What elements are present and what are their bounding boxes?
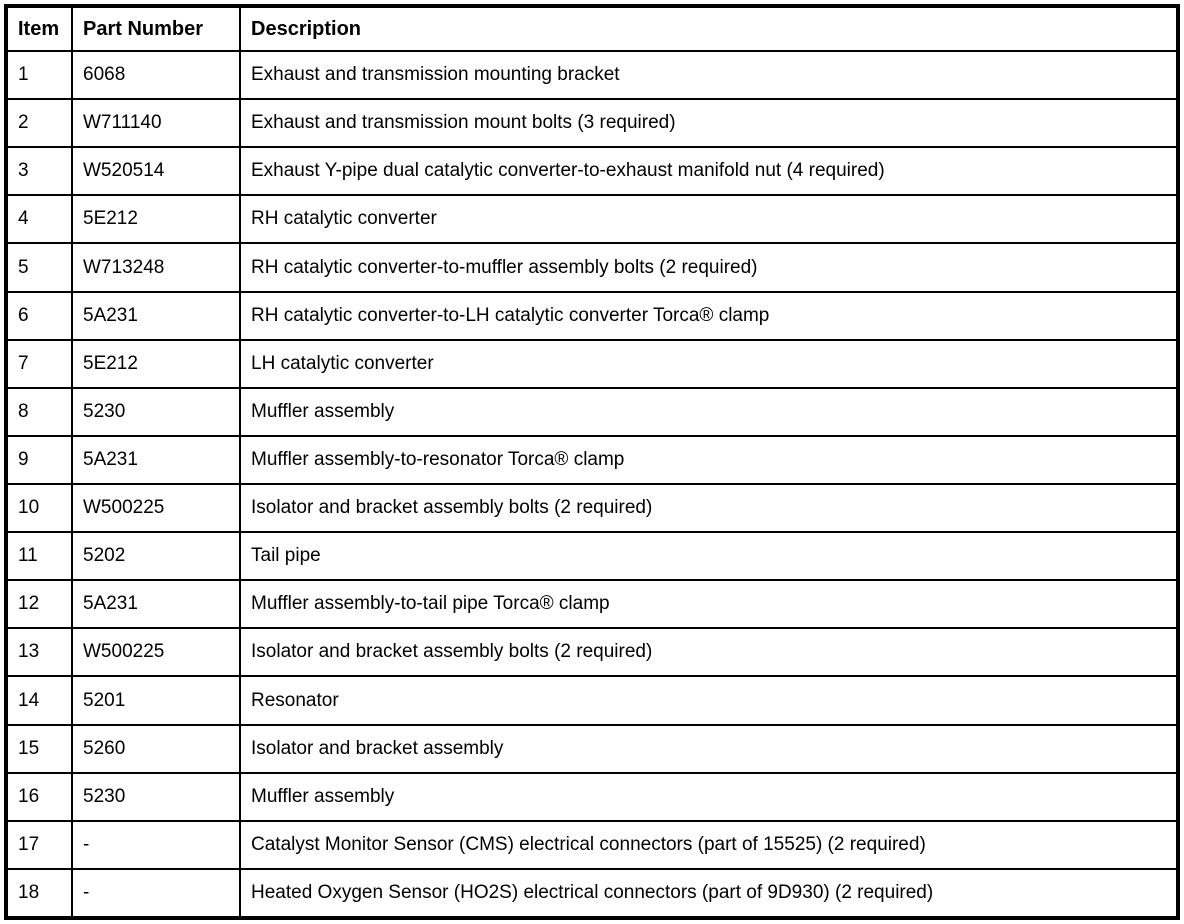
table-row: 4 5E212 RH catalytic converter: [5, 194, 1179, 245]
item-cell: 9: [5, 434, 73, 485]
table-row: 2 W711140 Exhaust and transmission mount…: [5, 98, 1179, 149]
part-number-cell: W520514: [71, 146, 241, 197]
item-cell: 4: [5, 194, 73, 245]
table-row: 17 - Catalyst Monitor Sensor (CMS) elect…: [5, 819, 1179, 870]
table-row: 13 W500225 Isolator and bracket assembly…: [5, 627, 1179, 678]
header-row: Item Part Number Description: [5, 5, 1179, 52]
table-row: 8 5230 Muffler assembly: [5, 386, 1179, 437]
description-cell: Muffler assembly: [239, 386, 1179, 437]
item-cell: 6: [5, 290, 73, 341]
header-item: Item: [5, 5, 73, 52]
item-cell: 2: [5, 98, 73, 149]
description-cell: RH catalytic converter-to-LH catalytic c…: [239, 290, 1179, 341]
part-number-cell: W713248: [71, 242, 241, 293]
header-description: Description: [239, 5, 1179, 52]
item-cell: 10: [5, 482, 73, 534]
table-row: 3 W520514 Exhaust Y-pipe dual catalytic …: [5, 146, 1179, 197]
description-cell: Heated Oxygen Sensor (HO2S) electrical c…: [239, 867, 1179, 920]
item-cell: 7: [5, 338, 73, 389]
item-cell: 1: [5, 49, 73, 101]
description-cell: Exhaust and transmission mounting bracke…: [239, 49, 1179, 101]
description-cell: Exhaust and transmission mount bolts (3 …: [239, 98, 1179, 149]
description-cell: Exhaust Y-pipe dual catalytic converter-…: [239, 146, 1179, 197]
description-cell: Muffler assembly-to-tail pipe Torca® cla…: [239, 579, 1179, 630]
description-cell: Tail pipe: [239, 531, 1179, 582]
table-row: 14 5201 Resonator: [5, 675, 1179, 726]
description-cell: Catalyst Monitor Sensor (CMS) electrical…: [239, 819, 1179, 870]
parts-table-body: 1 6068 Exhaust and transmission mounting…: [5, 49, 1179, 920]
part-number-cell: 5A231: [71, 434, 241, 485]
part-number-cell: 5201: [71, 675, 241, 726]
part-number-cell: W500225: [71, 627, 241, 678]
table-row: 11 5202 Tail pipe: [5, 531, 1179, 582]
table-row: 12 5A231 Muffler assembly-to-tail pipe T…: [5, 579, 1179, 630]
part-number-cell: 5A231: [71, 290, 241, 341]
table-row: 16 5230 Muffler assembly: [5, 771, 1179, 822]
description-cell: Isolator and bracket assembly bolts (2 r…: [239, 627, 1179, 678]
part-number-cell: 6068: [71, 49, 241, 101]
part-number-cell: 5260: [71, 723, 241, 774]
item-cell: 11: [5, 531, 73, 582]
part-number-cell: W711140: [71, 98, 241, 149]
description-cell: Isolator and bracket assembly bolts (2 r…: [239, 482, 1179, 534]
item-cell: 17: [5, 819, 73, 870]
item-cell: 12: [5, 579, 73, 630]
item-cell: 8: [5, 386, 73, 437]
item-cell: 15: [5, 723, 73, 774]
parts-table: Item Part Number Description 1 6068 Exha…: [4, 4, 1180, 920]
description-cell: Muffler assembly-to-resonator Torca® cla…: [239, 434, 1179, 485]
description-cell: Isolator and bracket assembly: [239, 723, 1179, 774]
part-number-cell: 5202: [71, 531, 241, 582]
table-row: 5 W713248 RH catalytic converter-to-muff…: [5, 242, 1179, 293]
part-number-cell: 5E212: [71, 338, 241, 389]
item-cell: 5: [5, 242, 73, 293]
description-cell: LH catalytic converter: [239, 338, 1179, 389]
description-cell: Resonator: [239, 675, 1179, 726]
table-row: 7 5E212 LH catalytic converter: [5, 338, 1179, 389]
table-row: 1 6068 Exhaust and transmission mounting…: [5, 49, 1179, 101]
part-number-cell: 5A231: [71, 579, 241, 630]
description-cell: Muffler assembly: [239, 771, 1179, 822]
item-cell: 3: [5, 146, 73, 197]
part-number-cell: 5230: [71, 386, 241, 437]
part-number-cell: 5E212: [71, 194, 241, 245]
item-cell: 16: [5, 771, 73, 822]
table-row: 10 W500225 Isolator and bracket assembly…: [5, 482, 1179, 534]
item-cell: 18: [5, 867, 73, 920]
description-cell: RH catalytic converter: [239, 194, 1179, 245]
description-cell: RH catalytic converter-to-muffler assemb…: [239, 242, 1179, 293]
header-part-number: Part Number: [71, 5, 241, 52]
item-cell: 13: [5, 627, 73, 678]
table-row: 9 5A231 Muffler assembly-to-resonator To…: [5, 434, 1179, 485]
part-number-cell: -: [71, 819, 241, 870]
part-number-cell: W500225: [71, 482, 241, 534]
item-cell: 14: [5, 675, 73, 726]
part-number-cell: 5230: [71, 771, 241, 822]
table-row: 15 5260 Isolator and bracket assembly: [5, 723, 1179, 774]
table-row: 6 5A231 RH catalytic converter-to-LH cat…: [5, 290, 1179, 341]
part-number-cell: -: [71, 867, 241, 920]
table-row: 18 - Heated Oxygen Sensor (HO2S) electri…: [5, 867, 1179, 920]
